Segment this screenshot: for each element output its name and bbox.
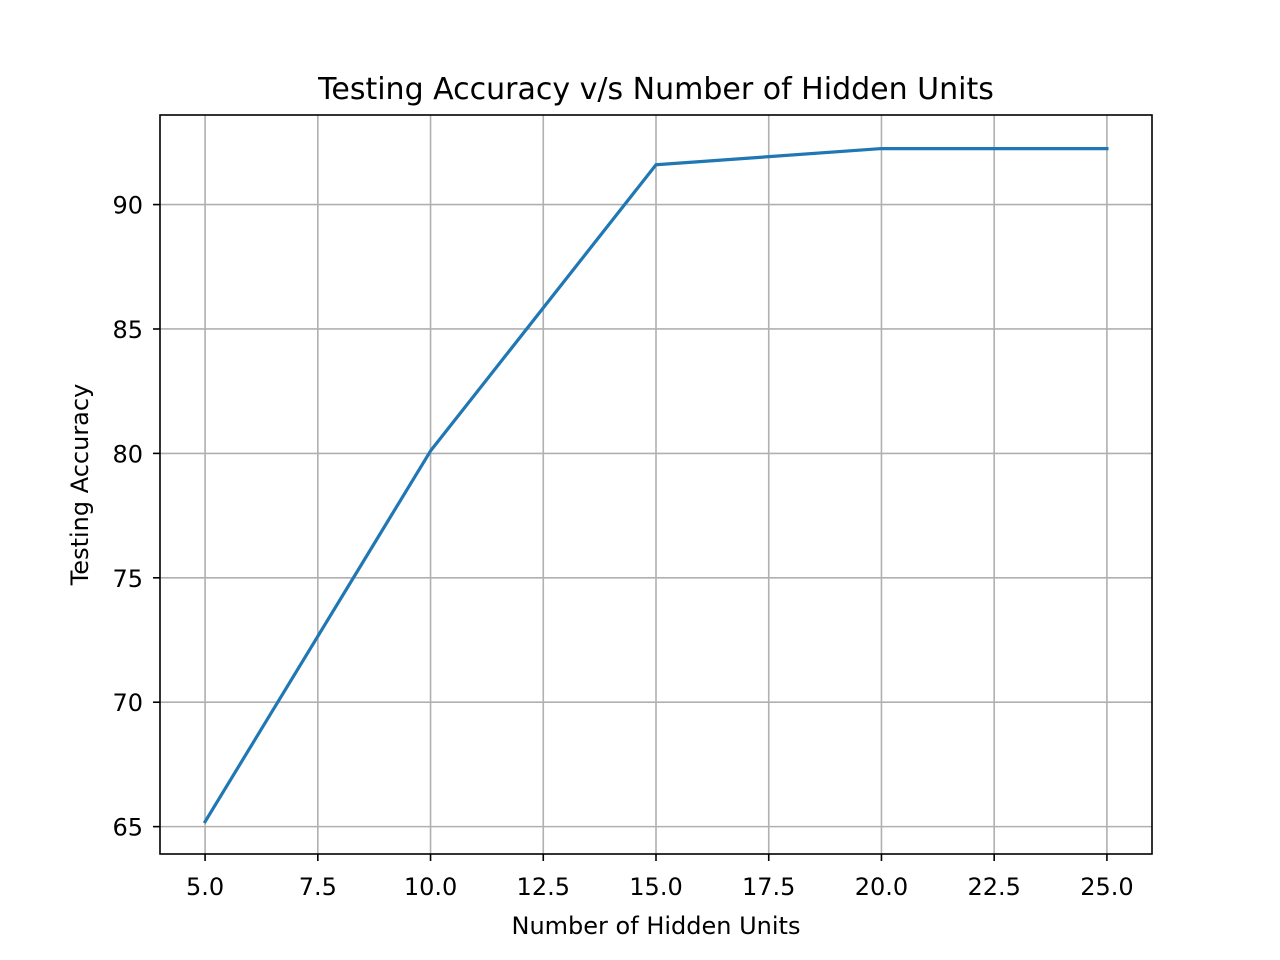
x-tick-label: 5.0 [186, 873, 224, 901]
y-tick-label: 80 [112, 440, 143, 468]
y-tick-label: 75 [112, 565, 143, 593]
y-tick-label: 85 [112, 316, 143, 344]
x-tick-label: 15.0 [629, 873, 682, 901]
y-axis-label: Testing Accuracy [66, 384, 94, 587]
grid-layer [160, 115, 1152, 854]
series-line [202, 146, 1109, 824]
x-tick-label: 12.5 [517, 873, 570, 901]
x-tick-label: 17.5 [742, 873, 795, 901]
y-tick-label: 90 [112, 192, 143, 220]
x-tick-label: 20.0 [855, 873, 908, 901]
x-tick-label: 25.0 [1080, 873, 1133, 901]
x-tick-label: 7.5 [299, 873, 337, 901]
x-axis-label: Number of Hidden Units [512, 912, 801, 940]
x-tick-label: 22.5 [967, 873, 1020, 901]
x-tick-label: 10.0 [404, 873, 457, 901]
y-tick-label: 65 [112, 814, 143, 842]
series-layer [202, 146, 1109, 824]
chart-title: Testing Accuracy v/s Number of Hidden Un… [317, 72, 994, 107]
ticks-layer: 5.0 7.5 10.0 12.5 15.0 17.5 20.0 22.5 25.0 65 70 75… [112, 192, 1133, 901]
y-tick-label: 70 [112, 689, 143, 717]
